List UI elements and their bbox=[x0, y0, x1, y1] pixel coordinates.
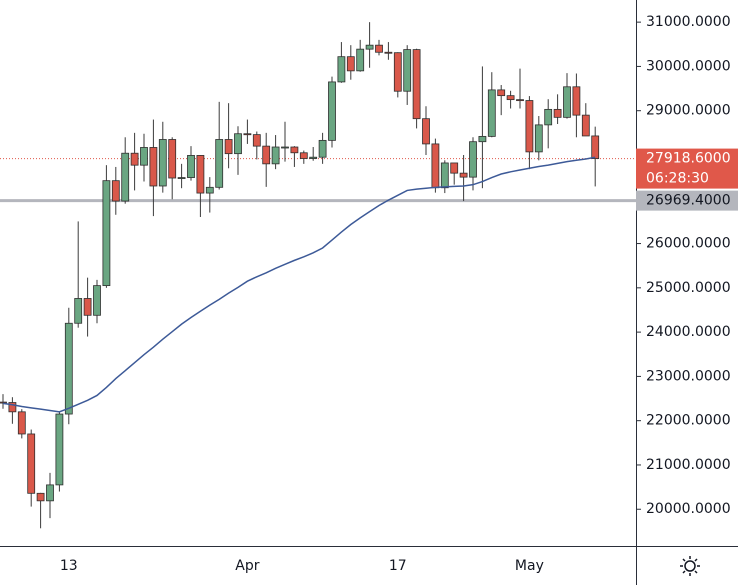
candle-body bbox=[525, 100, 534, 153]
moving-average bbox=[2, 156, 596, 413]
x-tick-label: 13 bbox=[60, 558, 78, 574]
candle-body bbox=[403, 49, 412, 92]
candle-body bbox=[93, 285, 101, 316]
candle-body bbox=[140, 147, 148, 166]
candle-body bbox=[469, 141, 477, 178]
candle-body bbox=[243, 133, 252, 136]
y-tick-label: 23000.0000 bbox=[646, 368, 731, 384]
candle-body bbox=[572, 86, 581, 116]
y-tick-label: 24000.0000 bbox=[646, 324, 731, 340]
last-price-tag bbox=[636, 148, 738, 189]
candle-body bbox=[215, 139, 224, 188]
candle-body bbox=[290, 146, 299, 154]
candle-body bbox=[346, 56, 355, 72]
candle-body bbox=[478, 135, 487, 143]
y-tick-label: 25000.0000 bbox=[646, 280, 731, 296]
candle-body bbox=[299, 152, 308, 159]
candle-body bbox=[83, 298, 92, 316]
candle-body bbox=[168, 139, 177, 179]
candle-body bbox=[158, 139, 167, 187]
candle-body bbox=[149, 147, 158, 187]
y-tick-label: 22000.0000 bbox=[646, 413, 731, 429]
candle-body bbox=[224, 139, 233, 155]
x-tick-label: 17 bbox=[389, 558, 407, 574]
candle-body bbox=[252, 134, 261, 147]
candle-body bbox=[309, 156, 318, 159]
y-tick-label: 29000.0000 bbox=[646, 103, 731, 119]
candle-body bbox=[318, 139, 327, 158]
candle-body bbox=[544, 108, 553, 126]
candle-body bbox=[375, 44, 383, 53]
last-price-label: 27918.6000 bbox=[646, 151, 731, 167]
candle-body bbox=[591, 135, 600, 159]
candle-body bbox=[506, 95, 515, 101]
countdown-label: 06:28:30 bbox=[646, 171, 709, 187]
candle-body bbox=[440, 162, 449, 189]
hline-label: 26969.4000 bbox=[646, 193, 731, 209]
candle-body bbox=[234, 133, 242, 155]
candle-body bbox=[121, 152, 130, 202]
candle-body bbox=[205, 186, 214, 194]
candle-body bbox=[271, 146, 280, 165]
candle-body bbox=[365, 44, 374, 50]
candle-body bbox=[356, 48, 365, 72]
candle-body bbox=[262, 145, 271, 165]
candle-body bbox=[17, 411, 26, 435]
candle-body bbox=[534, 124, 543, 153]
x-tick-label: Apr bbox=[235, 558, 259, 574]
candle-body bbox=[497, 89, 506, 97]
candle-body bbox=[0, 401, 7, 404]
settings-icon[interactable] bbox=[680, 556, 700, 576]
hline-tag bbox=[636, 190, 738, 211]
y-tick-label: 20000.0000 bbox=[646, 501, 731, 517]
candle-body bbox=[328, 81, 336, 141]
candle-body bbox=[459, 172, 468, 178]
candle-body bbox=[487, 89, 496, 137]
candle-body bbox=[516, 99, 524, 102]
candle-body bbox=[130, 152, 139, 166]
candle-body bbox=[187, 155, 195, 178]
candle-body bbox=[393, 52, 402, 92]
y-tick-label: 21000.0000 bbox=[646, 457, 731, 473]
candle-body bbox=[450, 162, 459, 174]
candle-body bbox=[36, 492, 45, 502]
candle-body bbox=[281, 146, 289, 149]
candle-body bbox=[46, 484, 54, 502]
candle-body bbox=[74, 298, 83, 324]
candle-body bbox=[64, 322, 73, 415]
y-tick-label: 26000.0000 bbox=[646, 236, 731, 252]
candle-body bbox=[196, 155, 205, 194]
candle-body bbox=[412, 49, 421, 120]
candle-body bbox=[177, 177, 186, 179]
x-tick-label: May bbox=[515, 558, 544, 574]
candle-body bbox=[102, 180, 111, 287]
candle-body bbox=[55, 413, 64, 486]
candle-body bbox=[422, 118, 430, 145]
candle-body bbox=[553, 108, 562, 118]
candle-body bbox=[337, 56, 346, 83]
candle-body bbox=[581, 114, 590, 137]
y-tick-label: 30000.0000 bbox=[646, 58, 731, 74]
candle-body bbox=[8, 402, 17, 413]
candle-body bbox=[384, 51, 393, 54]
candle-body bbox=[431, 143, 440, 189]
candle-body bbox=[27, 433, 36, 494]
candle-body bbox=[111, 180, 120, 202]
candle-body bbox=[563, 86, 571, 118]
y-tick-label: 31000.0000 bbox=[646, 14, 731, 30]
